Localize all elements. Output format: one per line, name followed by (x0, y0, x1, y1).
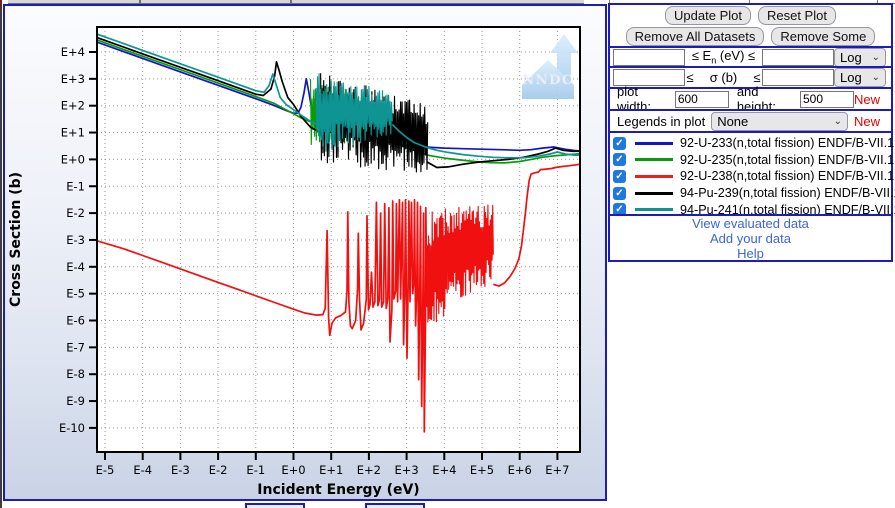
dataset-label: 92-U-233(n,total fission) ENDF/B-VII.1 (680, 136, 895, 151)
cross-section-chart: NNDC E-5 E-4 E-3 E-2 E-1 E+0 E+1 E+2 E+3 E+4 E+5 E+6… (8, 26, 581, 497)
svg-text:E-9: E-9 (66, 394, 85, 408)
legends-label: Legends in plot (617, 113, 706, 129)
dataset-checkbox[interactable]: ✓ (613, 203, 626, 217)
update-plot-button[interactable]: Update Plot (665, 6, 751, 25)
dataset-list: ✓ 92-U-233(n,total fission) ENDF/B-VII.1 ✓… (608, 131, 895, 218)
window-edge-line (0, 0, 2, 9)
svg-text:E+1: E+1 (61, 126, 85, 140)
energy-scale-value: Log (840, 49, 862, 65)
dataset-line-sample (635, 158, 673, 162)
svg-text:E-3: E-3 (66, 233, 85, 247)
dataset-checkbox[interactable]: ✓ (613, 136, 626, 150)
svg-text:E-7: E-7 (66, 340, 85, 354)
sigma-min-input[interactable] (613, 69, 685, 86)
dataset-label: 92-U-238(n,total fission) ENDF/B-VII.1 (680, 169, 895, 184)
remove-some-button[interactable]: Remove Some (771, 27, 876, 46)
plot-size-box: plot width: and height: New (608, 84, 893, 114)
dataset-label: 94-Pu-241(n,total fission) ENDF/B-VII.1 (680, 202, 895, 217)
svg-text:NNDC: NNDC (522, 73, 573, 88)
sigma-range-label: ≤ σ (b) ≤ (686, 70, 761, 85)
top-partial-row (8, 0, 584, 4)
footer-links: View evaluated data Add your data Help (608, 214, 893, 262)
svg-text:E+3: E+3 (394, 463, 418, 477)
svg-text:E+6: E+6 (508, 463, 532, 477)
bottom-partial-button (245, 503, 305, 508)
svg-text:E-5: E-5 (66, 287, 85, 301)
svg-text:E+0: E+0 (61, 152, 85, 166)
reset-plot-button[interactable]: Reset Plot (757, 6, 836, 25)
top-partial-divider (139, 0, 141, 4)
bottom-partial-button (365, 503, 425, 508)
energy-range-label: ≤ En (eV) ≤ (691, 48, 756, 66)
svg-text:E-6: E-6 (66, 314, 85, 328)
energy-range-box: ≤ En (eV) ≤ Log ⌄ (608, 46, 893, 68)
svg-text:E+4: E+4 (61, 45, 85, 59)
svg-text:E-4: E-4 (133, 463, 152, 477)
dataset-line-sample (635, 174, 673, 178)
sigma-scale-select[interactable]: Log ⌄ (834, 68, 886, 87)
plot-width-input[interactable] (674, 90, 729, 108)
svg-text:E+7: E+7 (545, 463, 569, 477)
energy-max-input[interactable] (762, 48, 834, 66)
dataset-checkbox[interactable]: ✓ (613, 153, 626, 167)
plot-actions-box: Update Plot Reset Plot Remove All Datase… (608, 3, 893, 49)
dataset-line-sample (635, 208, 673, 212)
sigma-scale-value: Log (840, 70, 862, 85)
dataset-row: ✓ 94-Pu-239(n,total fission) ENDF/B-VII.1 (613, 185, 895, 202)
legend-option-box: Legends in plot None ⌄ New (608, 109, 893, 133)
legends-value: None (717, 113, 749, 129)
remove-all-datasets-button[interactable]: Remove All Datasets (625, 27, 765, 46)
svg-text:E+1: E+1 (319, 463, 343, 477)
dataset-line-sample (635, 141, 673, 145)
svg-text:E-5: E-5 (96, 463, 115, 477)
chevron-down-icon: ⌄ (871, 72, 880, 83)
new-link[interactable]: New (853, 91, 880, 107)
energy-min-input[interactable] (613, 48, 685, 66)
nndc-watermark: NNDC (522, 34, 578, 99)
add-your-data-link[interactable]: Add your data (710, 230, 791, 246)
dataset-checkbox[interactable]: ✓ (613, 169, 626, 183)
chart-series (98, 33, 579, 433)
svg-text:E+0: E+0 (281, 463, 305, 477)
svg-text:E-3: E-3 (171, 463, 190, 477)
svg-text:E+3: E+3 (61, 72, 85, 86)
dataset-row: ✓ 92-U-233(n,total fission) ENDF/B-VII.1 (613, 135, 895, 152)
svg-text:E+4: E+4 (432, 463, 456, 477)
dataset-label: 94-Pu-239(n,total fission) ENDF/B-VII.1 (680, 186, 895, 201)
svg-text:E-2: E-2 (66, 206, 85, 220)
plot-height-input[interactable] (799, 90, 854, 108)
new-link[interactable]: New (853, 113, 880, 129)
dataset-row: ✓ 92-U-238(n,total fission) ENDF/B-VII.1 (613, 168, 895, 185)
chevron-down-icon: ⌄ (871, 51, 880, 63)
help-link[interactable]: Help (737, 245, 764, 261)
dataset-row: ✓ 94-Pu-241(n,total fission) ENDF/B-VII.1 (613, 201, 895, 218)
svg-text:E-2: E-2 (209, 463, 228, 477)
dataset-checkbox[interactable]: ✓ (613, 186, 626, 200)
svg-text:E-1: E-1 (66, 179, 85, 193)
dataset-row: ✓ 92-U-235(n,total fission) ENDF/B-VII.1 (613, 152, 895, 169)
svg-text:E+2: E+2 (357, 463, 381, 477)
energy-scale-select[interactable]: Log ⌄ (834, 47, 886, 67)
x-axis-label: Incident Energy (eV) (257, 482, 419, 497)
sigma-max-input[interactable] (762, 69, 834, 86)
svg-text:E-4: E-4 (66, 260, 85, 274)
svg-text:E+2: E+2 (61, 99, 85, 113)
dataset-line-sample (635, 191, 673, 195)
svg-text:E-8: E-8 (66, 367, 85, 381)
view-evaluated-data-link[interactable]: View evaluated data (692, 215, 809, 231)
top-partial-divider (290, 0, 292, 4)
svg-text:E+5: E+5 (470, 463, 494, 477)
plot-panel: NNDC E-5 E-4 E-3 E-2 E-1 E+0 E+1 E+2 E+3 E+4 E+5 E+6… (3, 4, 607, 501)
svg-text:E-1: E-1 (246, 463, 265, 477)
svg-text:E-10: E-10 (59, 421, 85, 435)
window-edge-line (0, 0, 2, 508)
dataset-label: 92-U-235(n,total fission) ENDF/B-VII.1 (680, 152, 895, 167)
y-axis-label: Cross Section (b) (8, 172, 24, 307)
legends-select[interactable]: None ⌄ (711, 111, 848, 131)
chevron-down-icon: ⌄ (833, 115, 842, 127)
